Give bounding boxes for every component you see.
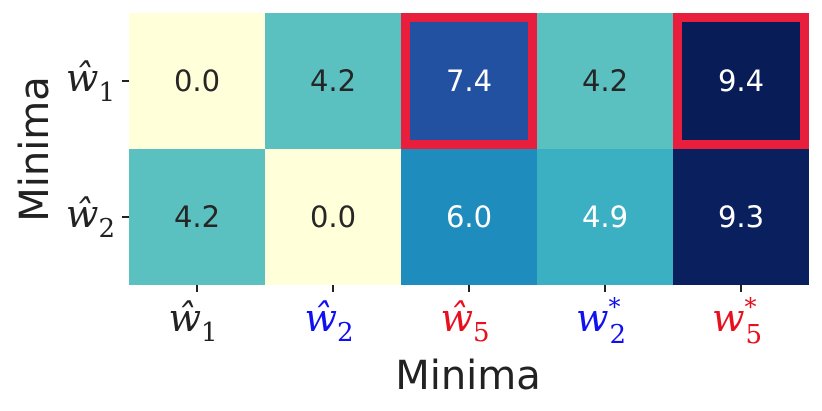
tick-label: ŵ1	[66, 56, 115, 108]
cell-value-label: 4.2	[174, 200, 220, 234]
cell-value-label: 9.4	[718, 64, 764, 98]
heatmap-cell	[129, 13, 265, 149]
tick-label: ŵ2	[66, 192, 115, 244]
heatmap-cell	[537, 149, 673, 285]
cell-value-label: 6.0	[446, 200, 492, 234]
y-axis-ticks: ŵ1 ŵ2	[66, 56, 129, 244]
tick-label: w* 2	[576, 293, 626, 350]
highlight-boxes	[401, 13, 809, 149]
heatmap-cell	[265, 13, 401, 149]
cell-value-label: 7.4	[446, 64, 492, 98]
cell-value-label: 4.2	[310, 64, 356, 98]
heatmap-cell	[673, 149, 809, 285]
tick-label: ŵ1	[168, 296, 217, 348]
x-axis-label: Minima	[395, 353, 541, 399]
highlight-box	[401, 13, 537, 149]
x-axis-ticks: ŵ1 ŵ2 ŵ5 w* 2 w* 5	[168, 285, 762, 350]
y-axis-label: Minima	[12, 76, 58, 222]
tick-label: ŵ5	[440, 296, 489, 348]
highlight-box	[673, 13, 809, 149]
heatmap-cell	[673, 13, 809, 149]
tick-label: ŵ2	[304, 296, 353, 348]
cell-value-label: 0.0	[310, 200, 356, 234]
heatmap-cell	[265, 149, 401, 285]
heatmap-cell	[537, 13, 673, 149]
heatmap-cell	[401, 13, 537, 149]
cell-value-label: 4.9	[582, 200, 628, 234]
cell-value-label: 9.3	[718, 200, 764, 234]
cell-value-label: 0.0	[174, 64, 220, 98]
cell-value-label: 4.2	[582, 64, 628, 98]
heatmap-cells: 0.0 4.2 7.4 4.2 9.4 4.2 0.0 6.0 4.9 9.3	[129, 13, 809, 285]
heatmap-cell	[401, 149, 537, 285]
heatmap-cell	[129, 149, 265, 285]
tick-label: w* 5	[712, 293, 762, 350]
